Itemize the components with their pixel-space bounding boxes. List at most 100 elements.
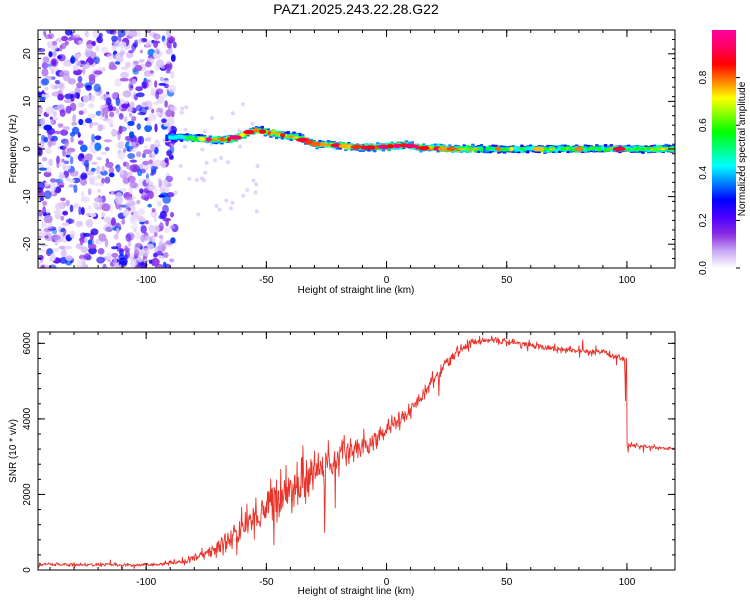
spectrogram-noise-cell (117, 141, 125, 150)
spectrogram-ridge-cell (272, 132, 276, 134)
spectrogram-noise-cell (87, 188, 92, 196)
spectrogram-noise-cell (114, 195, 123, 205)
spectrogram-noise-cell (103, 139, 112, 143)
spectrogram-noise-cell (120, 171, 124, 175)
spectrogram-noise-cell (105, 161, 114, 168)
spectrogram-noise-cell (180, 106, 185, 111)
spectrogram-noise-cell (71, 122, 78, 126)
spectrogram-peak-cell (267, 130, 272, 136)
spectrogram-noise-cell (105, 158, 109, 164)
spectrogram-noise-cell (104, 216, 112, 224)
spectrogram-noise-cell (80, 174, 84, 180)
spectrogram-noise-cell (38, 261, 41, 267)
spectrogram-x-tick-label: 100 (619, 275, 636, 286)
spectrogram-noise-cell (144, 234, 153, 243)
spectrogram-noise-cell (69, 230, 76, 239)
spectrogram-ridge-cell (655, 147, 660, 151)
spectrogram-noise-cell (140, 225, 147, 234)
snr-y-tick-label: 2000 (22, 483, 33, 506)
spectrogram-noise-cell (169, 224, 176, 230)
spectrogram-ridge-cell (223, 139, 227, 141)
spectrogram-noise-cell (134, 249, 140, 257)
spectrogram-ridge-cell (488, 146, 492, 150)
spectrogram-noise-cell (163, 252, 169, 259)
spectrogram-ridge-cell (560, 147, 564, 151)
spectrogram-noise-cell (57, 93, 64, 101)
spectrogram-noise-cell (128, 30, 138, 38)
spectrogram-ridge-cell (479, 148, 484, 152)
spectrogram-ridge-cell (439, 145, 443, 149)
spectrogram-peak-cell (377, 144, 390, 149)
spectrogram-noise-cell (41, 68, 49, 77)
spectrogram-noise-cell (143, 144, 149, 149)
spectrogram-peak-cell (219, 137, 225, 142)
spectrogram-x-tick-label: -50 (259, 275, 274, 286)
spectrogram-ridge-cell (168, 135, 172, 140)
spectrogram-noise-cell (152, 151, 155, 161)
colorbar-label: Normalized spectral amplitude (737, 81, 748, 216)
spectrogram-noise-cell (136, 151, 142, 158)
spectrogram-noise-cell (50, 58, 59, 67)
spectrogram-noise-cell (87, 243, 97, 249)
spectrogram-noise-cell (76, 264, 85, 268)
spectrogram-ridge-cell (606, 148, 611, 152)
spectrogram-noise-cell (111, 128, 118, 137)
spectrogram-noise-cell (111, 35, 118, 42)
spectrogram-noise-cell (90, 122, 100, 126)
spectrogram-noise-cell (72, 203, 80, 209)
spectrogram-noise-cell (62, 210, 68, 216)
spectrogram-noise-cell (202, 129, 207, 134)
spectrogram-ridge-cell (214, 137, 218, 141)
spectrogram-noise-cell (96, 175, 102, 179)
snr-plot-area (38, 335, 675, 569)
spectrogram-noise-cell (115, 97, 121, 107)
spectrogram-noise-cell (154, 147, 159, 155)
spectrogram-ridge-cell (197, 137, 201, 139)
spectrogram-noise-cell (125, 233, 132, 242)
spectrogram-noise-cell (129, 164, 138, 173)
spectrogram-peak-cell (253, 128, 259, 133)
spectrogram-noise-cell (115, 60, 121, 65)
spectrogram-noise-cell (93, 202, 99, 209)
spectrogram-noise-cell (229, 206, 233, 211)
spectrogram-peak-cell (338, 143, 348, 149)
spectrogram-noise-cell (62, 126, 70, 131)
spectrogram-noise-cell (166, 150, 172, 157)
spectrogram-noise-cell (170, 237, 176, 244)
spectrogram-noise-cell (165, 69, 171, 74)
spectrogram-noise-cell (115, 108, 120, 115)
spectrogram-noise-cell (170, 105, 177, 112)
spectrogram-noise-cell (93, 182, 102, 186)
spectrogram-noise-cell (80, 196, 90, 203)
spectrogram-noise-cell (40, 196, 44, 202)
spectrogram-noise-cell (102, 107, 110, 114)
spectrogram-noise-cell (130, 211, 134, 216)
spectrogram-ridge-cell (569, 147, 573, 153)
spectrogram-noise-cell (69, 31, 74, 37)
spectrogram-noise-cell (122, 148, 127, 154)
spectrogram-noise-cell (92, 30, 100, 39)
spectrogram-noise-cell (173, 41, 177, 49)
spectrogram-noise-cell (63, 202, 67, 207)
spectrogram-noise-cell (67, 78, 76, 85)
spectrogram-noise-cell (69, 56, 76, 64)
spectrogram-noise-cell (151, 257, 160, 266)
spectrogram-noise-cell (42, 206, 46, 215)
spectrogram-noise-cell (43, 182, 50, 187)
spectrogram-ridge-cell (658, 147, 663, 150)
spectrogram-noise-cell (170, 71, 175, 79)
spectrogram-noise-cell (147, 186, 156, 191)
spectrogram-noise-cell (142, 160, 150, 166)
spectrogram-noise-cell (88, 103, 95, 109)
spectrogram-noise-cell (101, 165, 105, 173)
spectrogram-noise-cell (254, 209, 259, 214)
spectrogram-ridge-cell (176, 134, 181, 139)
spectrogram-noise-cell (49, 116, 53, 120)
spectrogram-noise-cell (80, 246, 89, 253)
spectrogram-noise-cell (75, 53, 81, 59)
spectrogram-noise-cell (91, 161, 98, 165)
spectrogram-noise-cell (137, 136, 142, 143)
spectrogram-ridge-cell (465, 145, 469, 150)
spectrogram-noise-cell (70, 136, 74, 143)
